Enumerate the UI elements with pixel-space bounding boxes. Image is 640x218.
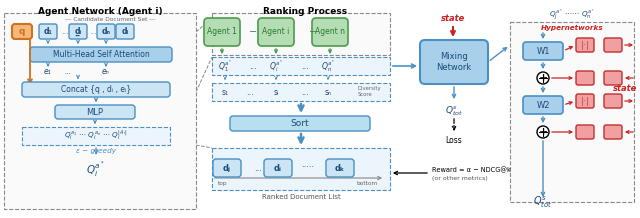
FancyBboxPatch shape xyxy=(604,94,622,108)
Bar xyxy=(212,148,390,190)
Text: W1: W1 xyxy=(536,46,550,56)
Text: dⱼ: dⱼ xyxy=(223,164,231,172)
Text: Agent Network (Agent i): Agent Network (Agent i) xyxy=(38,7,163,16)
Text: Diversity
Score: Diversity Score xyxy=(358,86,381,97)
Text: (or other metrics): (or other metrics) xyxy=(432,175,488,181)
FancyBboxPatch shape xyxy=(12,24,32,39)
Text: Sort: Sort xyxy=(291,119,309,128)
Text: d̲ᵢ: d̲ᵢ xyxy=(74,27,81,36)
Text: −: − xyxy=(249,27,257,37)
Text: bottom: bottom xyxy=(356,181,378,186)
FancyBboxPatch shape xyxy=(604,71,622,85)
Text: ...: ... xyxy=(246,87,254,97)
Bar xyxy=(212,83,390,101)
Text: state: state xyxy=(612,83,637,92)
Text: $Q_j^{a^*}\ \cdots\cdots\ Q_n^{a^*}$: $Q_j^{a^*}\ \cdots\cdots\ Q_n^{a^*}$ xyxy=(549,7,595,23)
Text: Agent i: Agent i xyxy=(262,27,290,36)
FancyBboxPatch shape xyxy=(30,47,172,62)
Text: +: + xyxy=(538,127,548,137)
Text: $Q_{tot}^s$: $Q_{tot}^s$ xyxy=(533,195,553,210)
FancyBboxPatch shape xyxy=(604,38,622,52)
Bar xyxy=(212,13,390,55)
Text: dᵢ: dᵢ xyxy=(274,164,282,172)
Bar xyxy=(212,57,390,75)
Text: |·|: |·| xyxy=(581,41,589,49)
FancyBboxPatch shape xyxy=(576,125,594,139)
FancyBboxPatch shape xyxy=(523,96,563,114)
Text: Ranked Document List: Ranked Document List xyxy=(262,194,340,200)
Text: ...: ... xyxy=(65,66,72,75)
Text: ...: ... xyxy=(254,164,262,172)
Text: ...: ... xyxy=(249,61,257,70)
FancyBboxPatch shape xyxy=(576,94,594,108)
Text: W2: W2 xyxy=(536,100,550,109)
FancyBboxPatch shape xyxy=(213,159,241,177)
FancyBboxPatch shape xyxy=(97,24,115,39)
Text: q: q xyxy=(19,27,25,36)
Text: $Q_1^{a^*}$: $Q_1^{a^*}$ xyxy=(218,58,232,74)
Text: ...: ... xyxy=(89,27,97,36)
Text: top: top xyxy=(218,181,228,186)
Text: d₁: d₁ xyxy=(44,27,52,36)
Text: ...: ... xyxy=(61,27,69,36)
Text: dₖ: dₖ xyxy=(335,164,345,172)
FancyBboxPatch shape xyxy=(258,18,294,46)
FancyBboxPatch shape xyxy=(523,42,563,60)
Text: Concat {q , dᵢ , eᵢ}: Concat {q , dᵢ , eᵢ} xyxy=(61,85,131,94)
Text: ε − greedy: ε − greedy xyxy=(76,148,116,154)
Text: Mixing
Network: Mixing Network xyxy=(436,52,472,72)
Text: dᵢ: dᵢ xyxy=(122,27,129,36)
FancyBboxPatch shape xyxy=(312,18,348,46)
FancyBboxPatch shape xyxy=(230,116,370,131)
Text: sᵢ: sᵢ xyxy=(273,87,278,97)
Text: --- Candidate Document Set ---: --- Candidate Document Set --- xyxy=(65,17,156,22)
Text: sₙ: sₙ xyxy=(324,87,332,97)
Text: Agent n: Agent n xyxy=(315,27,345,36)
Text: $Q_i^{a^*}$: $Q_i^{a^*}$ xyxy=(269,58,284,74)
FancyBboxPatch shape xyxy=(69,24,87,39)
Text: dₙ: dₙ xyxy=(102,27,111,36)
Text: $Q_n^{a^*}$: $Q_n^{a^*}$ xyxy=(321,58,335,74)
Text: Multi-Head Self Attention: Multi-Head Self Attention xyxy=(52,50,149,59)
Text: s₁: s₁ xyxy=(221,87,228,97)
Text: |·|: |·| xyxy=(581,97,589,106)
Text: ...: ... xyxy=(301,61,309,70)
Text: state: state xyxy=(441,14,465,23)
Bar xyxy=(510,22,634,202)
Text: −: − xyxy=(309,27,317,37)
FancyBboxPatch shape xyxy=(264,159,292,177)
FancyBboxPatch shape xyxy=(204,18,240,46)
FancyBboxPatch shape xyxy=(39,24,57,39)
Text: eₙ: eₙ xyxy=(102,66,110,75)
Text: e₁: e₁ xyxy=(44,66,52,75)
Text: Loss: Loss xyxy=(445,136,462,145)
Text: $Q_{tot}^s$: $Q_{tot}^s$ xyxy=(445,104,463,118)
Text: ...: ... xyxy=(301,87,309,97)
Text: $Q_i^{a_1}\ \cdots\ Q_i^{a_n}\ \cdots\ Q_i^{|A_i|}$: $Q_i^{a_1}\ \cdots\ Q_i^{a_n}\ \cdots\ Q… xyxy=(65,129,127,143)
Text: $Q_i^{a^*}$: $Q_i^{a^*}$ xyxy=(86,161,106,179)
Text: +: + xyxy=(538,73,548,83)
Text: Hypernetworks: Hypernetworks xyxy=(541,25,604,31)
FancyBboxPatch shape xyxy=(55,105,135,119)
Text: Ranking Process: Ranking Process xyxy=(263,7,347,16)
FancyBboxPatch shape xyxy=(420,40,488,84)
Text: Reward = α − NDCG@k: Reward = α − NDCG@k xyxy=(432,167,511,173)
FancyBboxPatch shape xyxy=(576,38,594,52)
FancyBboxPatch shape xyxy=(576,71,594,85)
FancyBboxPatch shape xyxy=(22,82,170,97)
Text: MLP: MLP xyxy=(86,107,104,116)
Text: Agent 1: Agent 1 xyxy=(207,27,237,36)
Circle shape xyxy=(537,72,549,84)
Bar xyxy=(4,13,196,209)
Bar xyxy=(22,127,170,145)
Circle shape xyxy=(537,126,549,138)
Text: ·····: ····· xyxy=(301,164,315,172)
FancyBboxPatch shape xyxy=(604,125,622,139)
FancyBboxPatch shape xyxy=(116,24,134,39)
FancyBboxPatch shape xyxy=(326,159,354,177)
